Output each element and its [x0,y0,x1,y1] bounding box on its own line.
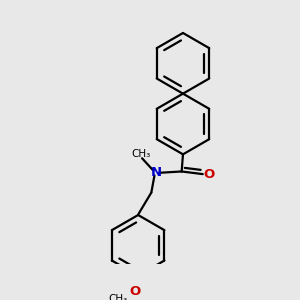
Text: O: O [130,285,141,298]
Text: O: O [204,168,215,181]
Text: CH₃: CH₃ [108,294,128,300]
Text: N: N [151,166,162,179]
Text: CH₃: CH₃ [131,148,150,158]
